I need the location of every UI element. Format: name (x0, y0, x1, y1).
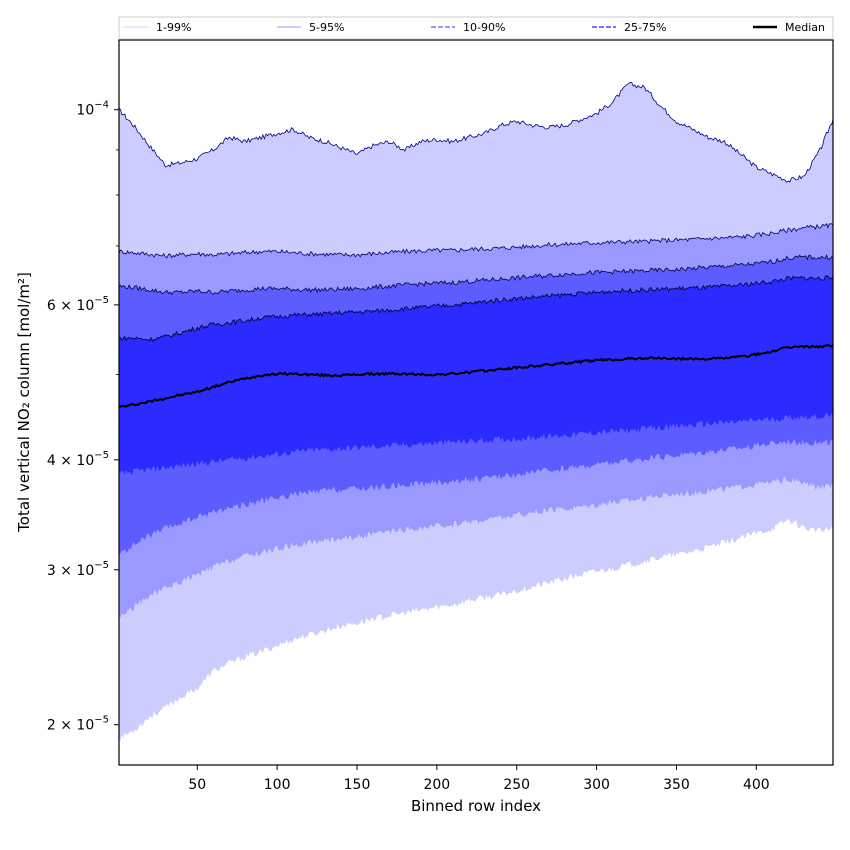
x-tick-label: 200 (423, 777, 450, 793)
y-tick-label: 4 × 10−5 (47, 450, 109, 469)
bands-layer (119, 82, 833, 741)
band-upper-line-10-90% (119, 254, 833, 296)
legend-label: 1-99% (156, 21, 191, 34)
band-upper-line-25-75% (119, 275, 833, 342)
band-upper-line-1-99% (119, 81, 833, 183)
y-tick-label: 10−4 (76, 100, 109, 119)
legend-label: 5-95% (309, 21, 344, 34)
x-tick-label: 50 (188, 777, 206, 793)
band-25-75% (119, 275, 833, 476)
x-tick-label: 150 (344, 777, 371, 793)
x-axis-ticks: 50 100 150 200 250 300 350 400 (188, 765, 770, 793)
y-tick-label: 3 × 10−5 (47, 560, 109, 579)
median-line (119, 343, 833, 409)
legend: 1-99% 5-95% 10-90% 25-75% Median (118, 16, 834, 40)
legend-label: 25-75% (624, 21, 666, 34)
legend-label: 10-90% (463, 21, 505, 34)
legend-label: Median (785, 21, 825, 34)
x-tick-label: 250 (503, 777, 530, 793)
x-tick-label: 350 (663, 777, 690, 793)
y-tick-label: 6 × 10−5 (47, 295, 109, 314)
band-upper-line-5-95% (119, 222, 833, 259)
lines-layer (119, 81, 833, 409)
x-tick-label: 300 (583, 777, 610, 793)
x-axis-label: Binned row index (411, 797, 541, 815)
y-axis-ticks: 2 × 10−5 3 × 10−5 4 × 10−5 6 × 10−5 10−4 (47, 100, 119, 734)
x-tick-label: 400 (743, 777, 770, 793)
legend-box (118, 16, 834, 40)
x-tick-label: 100 (264, 777, 291, 793)
y-axis-label: Total vertical NO₂ column [mol/m²] (15, 272, 33, 533)
y-tick-label: 2 × 10−5 (47, 715, 109, 734)
axes-frame (118, 39, 834, 766)
